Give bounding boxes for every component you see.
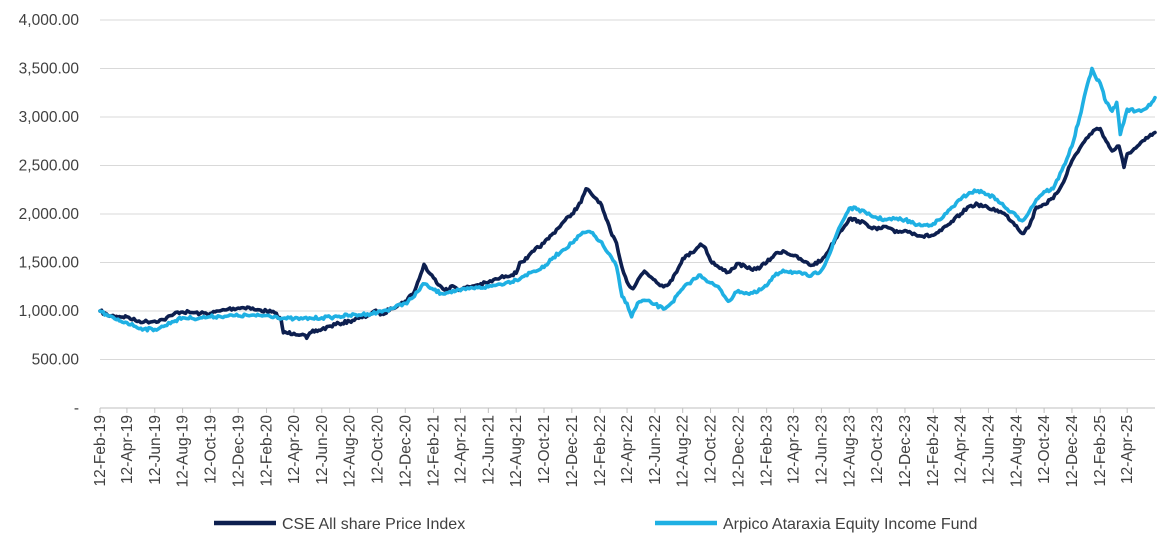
- legend: CSE All share Price Index Arpico Ataraxia…: [214, 516, 977, 533]
- x-tick-label: 12-Feb-21: [426, 415, 443, 487]
- x-tick-label: 12-Apr-22: [619, 415, 636, 484]
- x-tick-label: 12-Aug-24: [1008, 415, 1025, 488]
- x-tick-label: 12-Aug-23: [841, 415, 858, 487]
- series-lines: [98, 66, 1157, 340]
- legend-label-2: Arpico Ataraxia Equity Income Fund: [723, 516, 977, 533]
- x-tick-label: 12-Oct-22: [703, 415, 720, 484]
- gridlines: [100, 19, 1155, 360]
- x-tick-label: 12-Dec-21: [564, 415, 581, 487]
- y-axis-tick-labels: - 500.00 1,000.00 1,500.00 2,000.00 2,500.00 3…: [19, 12, 80, 417]
- y-tick-label: 1,000.00: [19, 303, 80, 320]
- x-tick-label: 12-Aug-22: [675, 415, 692, 487]
- y-tick-label: 1,500.00: [19, 255, 80, 272]
- x-tick-label: 12-Aug-19: [175, 415, 192, 487]
- x-tick-label: 12-Dec-19: [230, 415, 247, 487]
- x-tick-label: 12-Apr-20: [286, 415, 303, 484]
- x-tick-label: 12-Feb-25: [1092, 415, 1109, 487]
- x-tick-label: 12-Apr-21: [452, 415, 469, 484]
- y-tick-label: 3,000.00: [19, 109, 80, 126]
- legend-label-1: CSE All share Price Index: [282, 516, 465, 533]
- x-tick-label: 12-Feb-24: [925, 415, 942, 487]
- x-tick-label: 12-Oct-20: [369, 415, 386, 484]
- x-tick-label: 12-Oct-23: [869, 415, 886, 484]
- x-tick-label: 12-Feb-22: [592, 415, 609, 487]
- x-tick-label: 12-Oct-21: [536, 415, 553, 484]
- x-tick-label: 12-Oct-19: [202, 415, 219, 484]
- x-tick-label: 12-Jun-24: [980, 415, 997, 485]
- x-tick-label: 12-Dec-23: [897, 415, 914, 487]
- x-axis-tick-labels: 12-Feb-19 12-Apr-19 12-Jun-19 12-Aug-19 12-O…: [92, 408, 1136, 487]
- series-line-2: [98, 66, 1157, 333]
- y-tick-label: 2,500.00: [19, 158, 80, 175]
- x-tick-label: 12-Dec-20: [397, 415, 414, 488]
- x-tick-label: 12-Apr-23: [786, 415, 803, 484]
- x-tick-label: 12-Feb-19: [92, 415, 109, 487]
- x-tick-label: 12-Apr-24: [953, 415, 970, 484]
- x-tick-label: 12-Dec-22: [730, 415, 747, 487]
- y-tick-label: 4,000.00: [19, 12, 80, 29]
- x-tick-label: 12-Dec-24: [1064, 415, 1081, 488]
- x-tick-label: 12-Feb-23: [759, 415, 776, 487]
- x-tick-label: 12-Jun-22: [647, 415, 664, 485]
- x-tick-label: 12-Apr-19: [119, 415, 136, 484]
- x-tick-label: 12-Oct-24: [1036, 415, 1053, 484]
- x-tick-label: 12-Jun-19: [147, 415, 164, 485]
- x-tick-label: 12-Apr-25: [1119, 415, 1136, 484]
- y-tick-label: -: [74, 400, 79, 417]
- y-tick-label: 2,000.00: [19, 206, 80, 223]
- x-tick-label: 12-Feb-20: [259, 415, 276, 487]
- x-tick-label: 12-Jun-23: [813, 415, 830, 485]
- x-tick-label: 12-Aug-20: [342, 415, 359, 488]
- y-tick-label: 500.00: [32, 352, 80, 369]
- y-tick-label: 3,500.00: [19, 61, 80, 78]
- x-tick-label: 12-Jun-20: [314, 415, 331, 485]
- x-tick-label: 12-Jun-21: [480, 415, 497, 485]
- x-tick-label: 12-Aug-21: [508, 415, 525, 487]
